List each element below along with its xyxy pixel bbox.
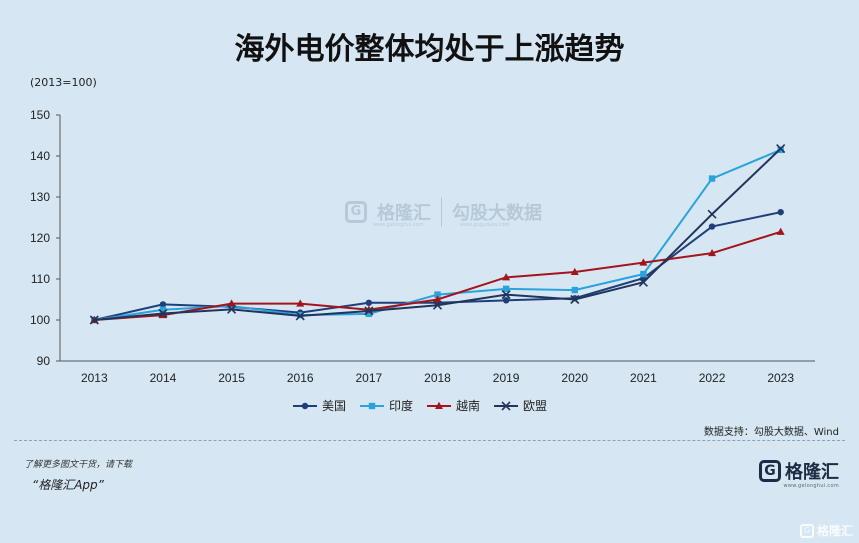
y-tick-label: 130 [30,190,50,204]
y-unit-label: (2013=100) [30,76,97,89]
y-tick-label: 100 [30,313,50,327]
data-point [365,310,373,318]
legend-item: 欧盟 [494,399,547,413]
corner-watermark: G 格隆汇 [799,522,853,539]
data-point [227,299,236,307]
legend-item: 越南 [427,398,480,413]
legend-label: 欧盟 [523,399,547,413]
data-point [502,285,510,293]
data-point [501,290,511,300]
data-point [295,311,305,321]
series-欧盟 [89,144,786,325]
x-tick-label: 2021 [630,371,657,385]
x-tick-label: 2020 [561,371,588,385]
x-tick-label: 2022 [699,371,726,385]
x-tick-label: 2018 [424,371,451,385]
legend-marker [301,402,309,410]
legend-marker [501,401,511,411]
x-tick-label: 2016 [287,371,314,385]
footer-divider [14,440,845,441]
watermark-brand-url: www.gelonghui.com [373,222,424,228]
data-point [570,294,580,305]
data-point [89,315,99,325]
x-tick-label: 2023 [767,371,794,385]
data-point [159,301,167,308]
data-point [707,209,717,219]
data-point [639,258,648,266]
data-point [776,227,785,235]
data-point [570,267,579,276]
data-source: 数据支持：勾股大数据、Wind [703,427,839,438]
x-tick-label: 2013 [81,371,108,385]
data-point [364,306,374,316]
watermark-partner-url: www.gogudata.com [460,222,510,228]
y-tick-label: 150 [30,108,50,122]
corner-watermark-text: 格隆汇 [816,524,853,538]
legend-label: 美国 [322,399,346,413]
data-point [432,300,443,310]
chart-title: 海外电价整体均处于上涨趋势 [234,32,625,67]
data-point [502,297,510,304]
data-point [434,291,441,298]
data-point [433,295,442,303]
y-tick-label: 90 [37,354,51,368]
y-tick-label: 110 [31,272,50,286]
data-point [638,277,648,287]
data-point [776,144,786,154]
line-chart: 90 100 110 120 130 140 150 2013 2014 2015 2016 2017… [30,108,815,413]
legend-marker [435,401,443,409]
legend-item: 印度 [360,398,413,413]
data-point [708,223,716,230]
x-tick-label: 2015 [218,371,245,385]
brand-logo: G 格隆汇 [759,458,839,484]
legend-label: 越南 [456,398,480,413]
legend-label: 印度 [389,398,413,413]
series-line [94,230,781,321]
data-point [227,304,237,314]
watermark-partner: 勾股大数据 [452,203,542,224]
data-point [296,299,305,307]
data-point [365,299,373,306]
x-tick-label: 2017 [356,371,383,385]
brand-logo-url: www.gelonghui.com [783,483,839,489]
data-point [502,273,511,281]
corner-watermark-icon: G [799,523,814,538]
legend-marker [368,402,376,410]
y-tick-label: 120 [30,231,50,245]
watermark-logo-icon: G [345,201,367,223]
footer-note: 了解更多图文干货，请下载 [24,460,133,470]
data-point [571,286,578,294]
watermark: G 格隆汇 勾股大数据 www.gelonghui.com www.goguda… [345,197,542,228]
x-tick-label: 2014 [150,371,177,385]
watermark-divider [441,197,442,227]
footer-app-name: “格隆汇App” [32,478,104,492]
data-point [708,248,717,257]
legend-item: 美国 [293,399,346,413]
watermark-brand: 格隆汇 [377,203,431,224]
data-point [708,175,716,182]
data-point [640,270,647,278]
data-point [777,208,784,216]
x-tick-label: 2019 [493,371,520,385]
brand-logo-text: 格隆汇 [785,462,839,483]
data-point [159,306,167,313]
y-tick-label: 140 [30,149,50,163]
brand-logo-icon: G [759,460,781,482]
data-point [158,308,168,319]
